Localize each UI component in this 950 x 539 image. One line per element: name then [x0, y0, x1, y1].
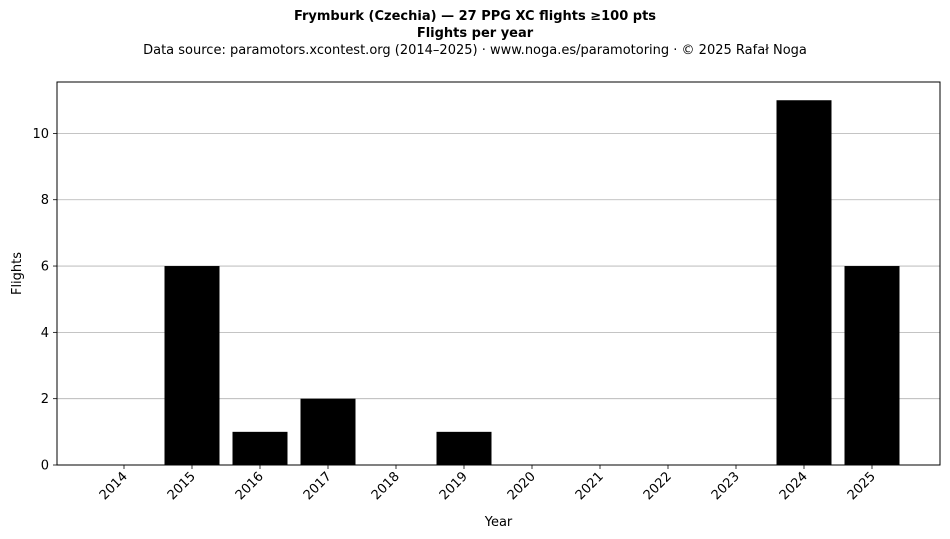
- x-tick-label: 2015: [165, 469, 199, 503]
- y-tick-label: 10: [32, 127, 49, 142]
- bar-2019: [436, 431, 492, 465]
- axes-frame: [56, 81, 941, 466]
- y-tick-label: 6: [41, 260, 49, 275]
- chart-title: Frymburk (Czechia) — 27 PPG XC flights ≥…: [293, 9, 657, 24]
- bar-2015: [164, 266, 220, 465]
- x-tick-label: 2025: [845, 469, 879, 503]
- bar-2024: [776, 100, 832, 465]
- bar-2017: [300, 398, 356, 465]
- chart-subtitle: Flights per year: [416, 26, 534, 41]
- x-axis-label: Year: [484, 515, 513, 530]
- x-tick-label: 2014: [97, 469, 131, 503]
- y-tick-label: 0: [41, 459, 49, 474]
- y-tick-label: 2: [41, 392, 49, 407]
- chart-source-note: Data source: paramotors.xcontest.org (20…: [143, 43, 807, 58]
- y-tick-label: 4: [41, 326, 49, 341]
- y-tick-label: 8: [41, 193, 49, 208]
- bar-2025: [844, 266, 900, 465]
- x-tick-label: 2022: [641, 469, 675, 503]
- y-axis-label: Flights: [10, 252, 25, 295]
- x-tick-label: 2016: [233, 469, 267, 503]
- x-tick-label: 2018: [369, 469, 403, 503]
- x-tick-label: 2020: [505, 469, 539, 503]
- x-tick-label: 2019: [437, 469, 471, 503]
- x-tick-label: 2021: [573, 469, 607, 503]
- chart-title-block: Frymburk (Czechia) — 27 PPG XC flights ≥…: [0, 8, 950, 60]
- x-tick-label: 2017: [301, 469, 335, 503]
- bars: [164, 100, 900, 465]
- bar-2016: [232, 431, 288, 465]
- x-tick-label: 2023: [709, 469, 743, 503]
- x-tick-label: 2024: [777, 469, 811, 503]
